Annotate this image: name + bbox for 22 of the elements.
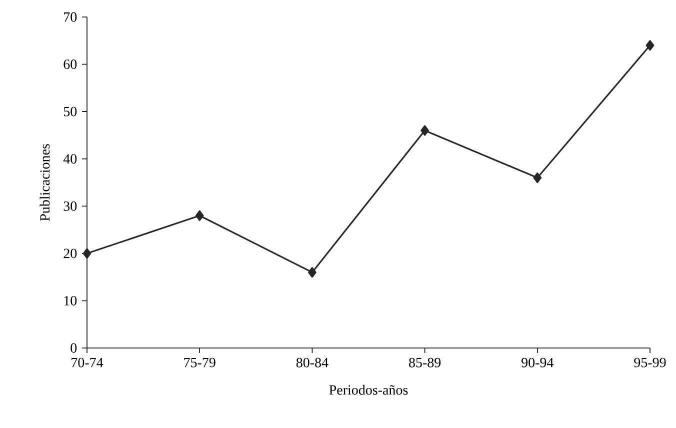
x-axis-title: Periodos-años xyxy=(329,384,408,395)
y-tick-label: 20 xyxy=(64,248,77,258)
x-tick-label: 70-74 xyxy=(72,358,104,368)
x-tick-label: 80-84 xyxy=(296,358,328,368)
point xyxy=(82,248,92,259)
x-tick-label: 75-79 xyxy=(184,358,216,368)
y-tick-label: 40 xyxy=(63,154,77,164)
x-tick-label: 90-94 xyxy=(522,358,554,368)
point xyxy=(308,267,316,278)
point xyxy=(533,172,542,184)
y-tick-label: 50 xyxy=(64,106,77,116)
x-tick-label: 85-89 xyxy=(409,358,441,368)
point xyxy=(646,40,654,51)
x-tick-label: 95-99 xyxy=(634,358,666,368)
y-tick-label: 30 xyxy=(64,201,77,211)
y-tick-label: 70 xyxy=(64,12,77,22)
point xyxy=(195,210,204,221)
y-axis-title: Publicaciones xyxy=(40,144,50,221)
y-tick-label: 0 xyxy=(70,343,77,353)
y-tick-label: 60 xyxy=(64,60,77,70)
point xyxy=(420,125,429,136)
y-tick-label: 10 xyxy=(64,296,77,306)
